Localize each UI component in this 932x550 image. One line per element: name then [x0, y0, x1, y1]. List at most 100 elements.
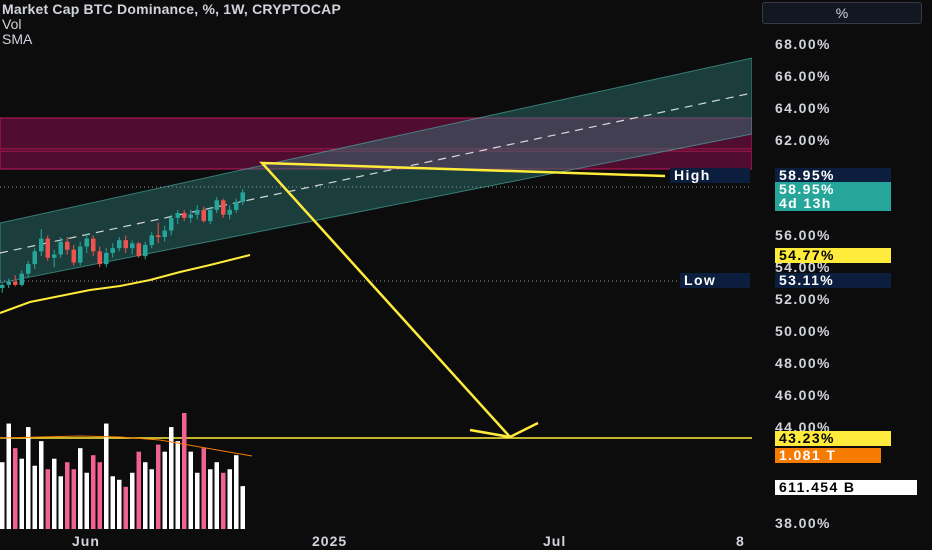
volume-bar-31	[201, 448, 206, 529]
resistance-zone-lower	[0, 150, 752, 170]
volume-bar-2	[13, 448, 18, 529]
candle-body-24	[156, 235, 161, 237]
volume-bar-27	[175, 441, 180, 529]
candle-body-13	[84, 238, 89, 247]
price-tick-label: 56.00%	[775, 227, 831, 244]
projection-arrowhead	[469, 421, 539, 439]
price-tick-label: 64.00%	[775, 99, 831, 116]
low-value-badge: 53.11%	[775, 273, 891, 288]
candle-body-32	[208, 209, 213, 222]
volume-bar-15	[97, 462, 102, 529]
chart-legend: Market Cap BTC Dominance, %, 1W, CRYPTOC…	[2, 2, 341, 47]
candle-body-33	[214, 200, 219, 210]
volume-bar-37	[240, 486, 245, 529]
volume-bar-13	[84, 472, 89, 529]
channel-midline	[0, 92, 752, 254]
volume-bar-6	[39, 441, 44, 529]
projection-path	[259, 161, 666, 438]
volume-bar-16	[104, 423, 109, 529]
chart-pane[interactable]	[0, 0, 752, 532]
price-tick-label: 52.00%	[775, 291, 831, 308]
volume-bar-0	[0, 462, 5, 529]
legend-sma[interactable]: SMA	[2, 31, 33, 47]
candle-body-9	[58, 241, 63, 255]
price-tick-label: 62.00%	[775, 131, 831, 148]
candle-body-25	[162, 230, 167, 237]
candle-body-19	[123, 240, 128, 249]
candle-body-17	[110, 248, 115, 253]
volume-bar-32	[208, 469, 213, 529]
volume-bar-12	[78, 448, 83, 529]
candle-body-37	[240, 192, 245, 202]
volume-bar-18	[117, 479, 122, 529]
price-tick-label: 66.00%	[775, 67, 831, 84]
high-label-badge: High	[670, 168, 750, 183]
price-tick-label: 46.00%	[775, 386, 831, 403]
volume-bar-1	[6, 423, 11, 529]
sma-line	[0, 254, 251, 314]
candle-body-36	[234, 201, 239, 210]
candle-body-3	[19, 273, 24, 285]
price-tick-label: 38.00%	[775, 514, 831, 531]
low-label-badge: Low	[680, 273, 750, 288]
volume-bar-8	[52, 458, 57, 529]
volume-bar-36	[234, 455, 239, 529]
candle-body-7	[45, 238, 50, 258]
volume-bar-3	[19, 458, 24, 529]
candle-body-22	[143, 244, 148, 257]
candle-body-2	[13, 281, 18, 285]
price-tick-label: 48.00%	[775, 355, 831, 371]
volume-sma-line	[0, 435, 253, 457]
volume-bar-33	[214, 462, 219, 529]
volume-bar-25	[162, 451, 167, 529]
volume-bar-35	[227, 469, 232, 529]
high-value-badge: 58.95%	[775, 168, 891, 183]
volume-bar-9	[58, 476, 63, 529]
candle-body-20	[130, 243, 135, 249]
volume-bar-19	[123, 486, 128, 529]
price-tick-label: 50.00%	[775, 323, 831, 340]
resistance-zone-upper	[0, 117, 752, 150]
legend-title[interactable]: Market Cap BTC Dominance, %, 1W, CRYPTOC…	[2, 1, 342, 17]
time-label-jun: Jun	[72, 533, 100, 549]
candle-body-5	[32, 251, 37, 265]
ascending-channel	[0, 57, 752, 284]
volume-bar-29	[188, 451, 193, 529]
time-label-8: 8	[736, 533, 745, 549]
unit-button[interactable]: %	[762, 2, 922, 24]
countdown-badge: 4d 13h	[775, 196, 891, 211]
volume-bar-10	[65, 462, 70, 529]
candle-body-0	[0, 284, 5, 289]
sma-value-badge: 54.77%	[775, 248, 891, 263]
candle-body-21	[136, 243, 141, 257]
candle-body-14	[91, 238, 96, 252]
candle-body-18	[117, 240, 122, 249]
candle-body-31	[201, 209, 206, 222]
price-tick-label: 44.00%	[775, 418, 831, 435]
volume-value-badge: 611.454 B	[775, 480, 917, 495]
candle-body-29	[188, 214, 193, 218]
candle-body-28	[182, 213, 187, 218]
legend-vol[interactable]: Vol	[2, 16, 22, 32]
chart-canvas[interactable]	[0, 0, 752, 532]
candle-body-1	[6, 281, 11, 285]
volume-bar-7	[45, 469, 50, 529]
last-price-badge: 58.95%	[775, 182, 891, 197]
volume-bar-24	[156, 444, 161, 529]
time-label-2025: 2025	[312, 533, 348, 549]
candle-body-27	[175, 213, 180, 218]
price-tick-label: 54.00%	[775, 259, 831, 276]
volume-bar-17	[110, 476, 115, 529]
candle-body-8	[52, 254, 57, 258]
candle-body-11	[71, 249, 76, 263]
volume-bar-26	[169, 427, 174, 529]
volume-bar-34	[221, 472, 226, 529]
target-value-badge: 43.23%	[775, 431, 891, 446]
candle-body-10	[65, 241, 70, 250]
volume-bar-22	[143, 462, 148, 529]
time-axis[interactable]: Jun 2025 Jul 8	[0, 532, 752, 550]
candle-body-6	[39, 238, 44, 252]
candle-body-23	[149, 235, 154, 245]
candle-body-35	[227, 209, 232, 215]
candle-body-34	[221, 200, 226, 215]
